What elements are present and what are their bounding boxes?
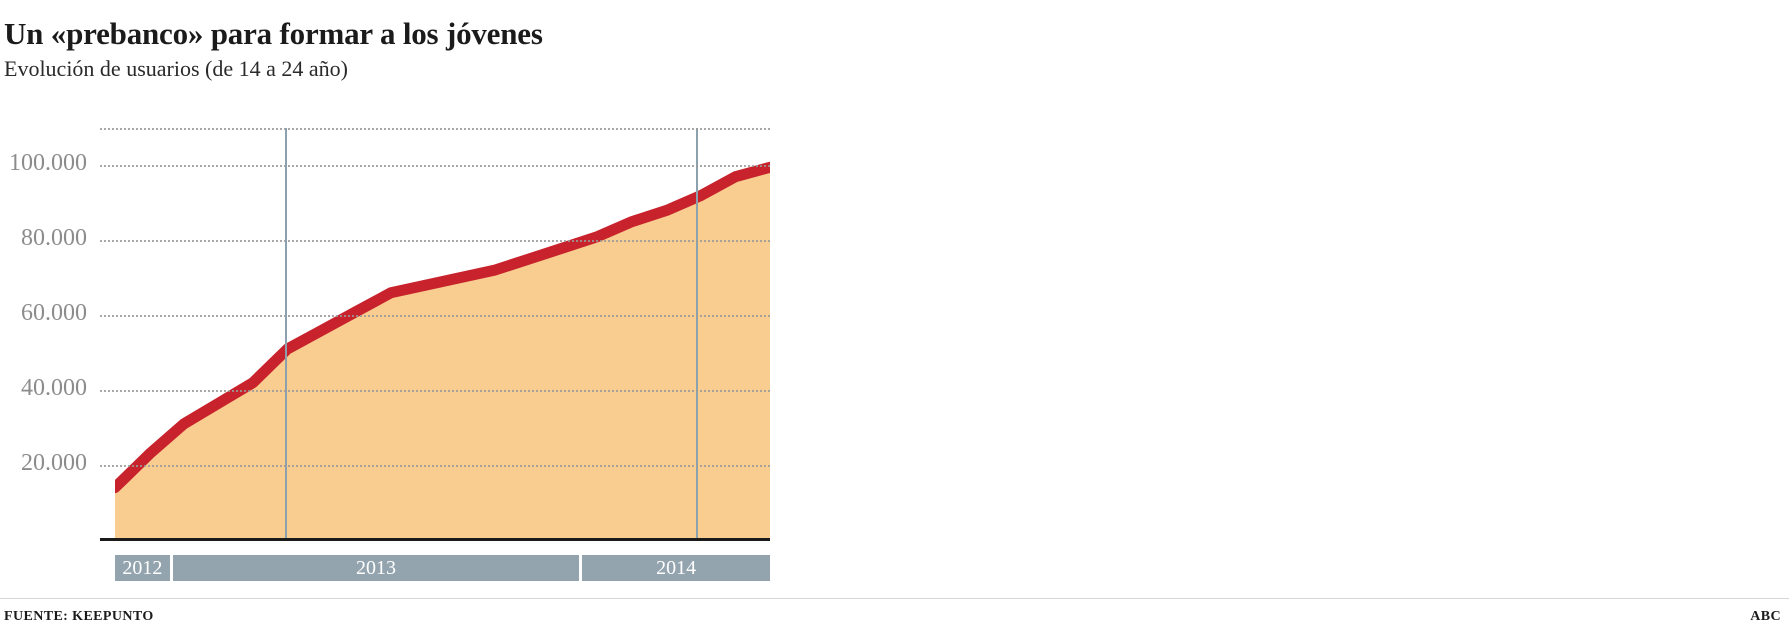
footer-source-label: FUENTE: KEEPUNTO xyxy=(4,609,154,624)
line-chart-area-series xyxy=(115,161,770,540)
year-divider-line xyxy=(285,128,288,540)
y-axis-tick-label: 100.000 xyxy=(9,150,87,177)
y-axis-tick-label: 40.000 xyxy=(21,375,87,402)
y-axis-tick-label: 60.000 xyxy=(21,300,87,327)
gridline xyxy=(100,390,770,393)
line-chart-plot-area xyxy=(115,128,770,540)
left-chart-panel: Un «prebanco» para formar a los jóvenes … xyxy=(0,0,890,639)
gridline xyxy=(100,315,770,318)
gridline xyxy=(100,240,770,243)
left-chart-title: Un «prebanco» para formar a los jóvenes xyxy=(4,16,543,51)
gridline xyxy=(100,165,770,168)
gridline xyxy=(100,465,770,468)
right-chart-panel: KEE´s* repartidos / (*) Key Electronic E… xyxy=(890,0,1789,639)
line-chart-baseline xyxy=(100,538,770,541)
line-chart-year-band: 2012 2013 2014 xyxy=(115,555,770,581)
year-band-segment: 2014 xyxy=(582,555,770,581)
y-axis-tick-label: 20.000 xyxy=(21,450,87,477)
footer-brand-label: ABC xyxy=(1750,609,1781,624)
left-chart-subtitle: Evolución de usuarios (de 14 a 24 año) xyxy=(4,56,348,81)
year-divider-line xyxy=(695,128,698,540)
year-band-segment: 2012 xyxy=(115,555,170,581)
gridline xyxy=(100,128,770,130)
footer-divider xyxy=(0,598,1789,599)
year-band-segment: 2013 xyxy=(172,555,580,581)
y-axis-tick-label: 80.000 xyxy=(21,225,87,252)
